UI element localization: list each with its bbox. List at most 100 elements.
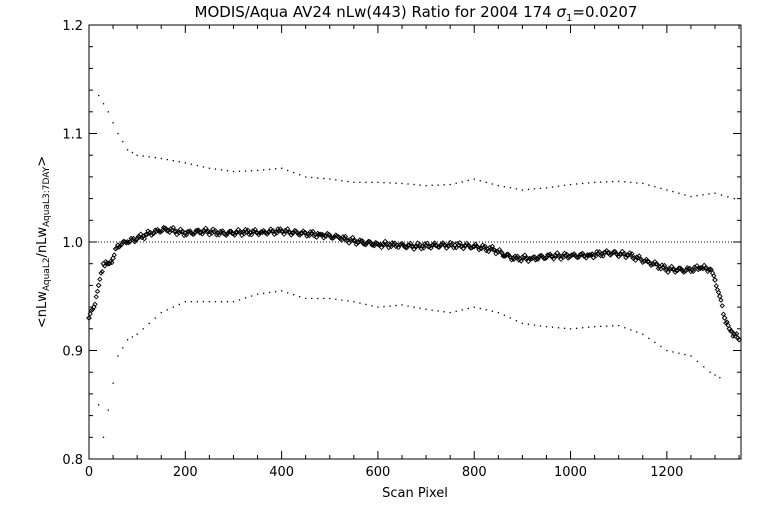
mean-marker xyxy=(480,242,486,248)
mean-marker xyxy=(628,252,634,258)
mean-marker xyxy=(482,243,488,249)
upper-point xyxy=(690,195,692,198)
mean-marker xyxy=(116,244,122,250)
lower-dot xyxy=(551,326,554,328)
upper-dot xyxy=(347,180,349,183)
mean-marker xyxy=(212,228,219,234)
ylabel-part3: > xyxy=(35,156,50,167)
mean-point xyxy=(86,315,92,321)
lower-dot xyxy=(365,303,367,306)
upper-dot xyxy=(112,122,114,124)
lower-dot xyxy=(299,295,301,298)
mean-marker xyxy=(164,228,170,234)
lower-dot xyxy=(112,382,114,384)
mean-marker xyxy=(363,241,369,248)
lower-dot xyxy=(575,327,578,329)
mean-marker xyxy=(421,245,427,251)
mean-marker xyxy=(256,232,262,238)
upper-dot xyxy=(612,180,614,183)
mean-marker xyxy=(170,224,176,231)
mean-marker xyxy=(642,258,648,264)
mean-marker xyxy=(406,242,412,248)
upper-dot xyxy=(220,169,223,171)
lower-dot xyxy=(503,314,506,316)
mean-marker xyxy=(735,335,741,341)
lower-point xyxy=(98,404,100,406)
axes: 0 200 400 600 800 1000 1200 0.8 0.9 1.0 1.1 1.2 xyxy=(62,19,741,480)
lower-dot xyxy=(437,310,439,312)
title-sigma: σ xyxy=(557,3,567,21)
lower-dot xyxy=(244,297,247,299)
lower-dot xyxy=(624,327,626,329)
mean-marker xyxy=(629,251,635,257)
mean-marker xyxy=(350,234,356,241)
lower-dot xyxy=(527,323,530,325)
lower-point xyxy=(545,326,548,328)
mean-marker xyxy=(152,227,158,233)
mean-marker xyxy=(705,268,711,275)
lower-dot xyxy=(606,325,608,327)
ylabel-part1: <nLw xyxy=(35,291,50,328)
mean-marker xyxy=(537,253,544,259)
upper-point xyxy=(232,170,235,173)
lower-point xyxy=(305,297,307,300)
mean-marker xyxy=(617,251,623,257)
chart-title: MODIS/Aqua AV24 nLw(443) Ratio for 2004 … xyxy=(195,3,638,24)
upper-dot xyxy=(395,182,397,184)
upper-dot xyxy=(365,181,367,184)
mean-marker xyxy=(424,240,430,246)
lower-point xyxy=(594,326,596,328)
lower-dot xyxy=(341,299,343,301)
mean-marker xyxy=(649,261,656,267)
mean-marker xyxy=(211,229,217,235)
mean-marker xyxy=(481,244,487,250)
lower-point xyxy=(353,301,355,303)
upper-dot xyxy=(148,156,150,158)
upper-dot xyxy=(299,174,301,176)
lower-dot xyxy=(238,299,241,301)
mean-marker xyxy=(133,237,139,243)
y-tick-label: 0.8 xyxy=(62,453,83,468)
upper-point xyxy=(98,94,100,97)
mean-marker xyxy=(365,238,371,245)
upper-dot xyxy=(431,184,433,187)
mean-marker xyxy=(541,256,547,262)
mean-point xyxy=(413,243,420,250)
mean-marker xyxy=(583,255,589,261)
lower-dot xyxy=(142,328,144,330)
mean-marker xyxy=(203,225,209,231)
mean-marker xyxy=(226,229,232,235)
mean-marker xyxy=(723,320,729,326)
upper-dot xyxy=(202,166,205,168)
lower-dot xyxy=(131,336,134,338)
mean-marker xyxy=(584,252,591,258)
lower-dot xyxy=(600,325,602,328)
upper-point xyxy=(305,176,307,178)
upper-dot xyxy=(684,194,686,196)
mean-marker xyxy=(87,311,93,317)
lower-point xyxy=(521,322,524,325)
mean-marker xyxy=(219,228,226,234)
mean-marker xyxy=(310,228,316,235)
mean-marker xyxy=(661,262,668,269)
upper-dot xyxy=(437,184,439,186)
upper-point xyxy=(184,162,187,164)
upper-point xyxy=(473,178,475,180)
x-tick-label: 0 xyxy=(85,465,93,480)
mean-marker xyxy=(193,228,199,234)
mean-marker xyxy=(217,228,223,235)
upper-dot xyxy=(268,168,271,171)
y-tick-label: 0.9 xyxy=(62,345,83,360)
lower-dot xyxy=(443,311,445,313)
lower-dot xyxy=(563,327,566,329)
upper-point xyxy=(497,184,500,187)
mean-marker xyxy=(564,251,570,258)
mean-marker xyxy=(555,253,562,260)
upper-dot xyxy=(630,181,632,184)
upper-point xyxy=(117,132,119,135)
lower-dot xyxy=(395,304,397,307)
upper-point xyxy=(160,157,162,160)
mean-marker xyxy=(331,233,338,240)
mean-marker xyxy=(269,228,275,234)
lower-dot xyxy=(648,337,650,339)
